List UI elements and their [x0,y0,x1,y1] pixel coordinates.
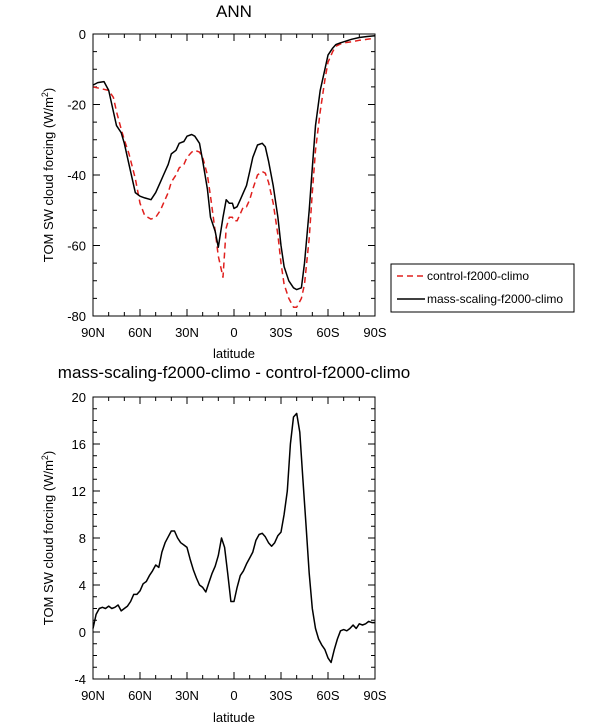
bottom-ytick-label: 12 [72,484,86,499]
bottom-xtick-label: 30S [269,688,292,703]
top-xtick-label: 30S [269,325,292,340]
legend: control-f2000-climo mass-scaling-f2000-c… [390,263,575,313]
top-x-tick-labels: 90N 60N 30N 0 30S 60S 90S [81,325,387,340]
bottom-series-line-difference [92,412,375,664]
bottom-chart-title: mass-scaling-f2000-climo - control-f2000… [58,363,410,382]
top-series-line-mass-scaling-f2000-climo [92,35,376,291]
top-y-tick-labels: 0 -20 -40 -60 -80 [67,27,86,324]
top-series-group [92,35,376,308]
bottom-xtick-label: 60S [316,688,339,703]
top-xtick-label: 60S [316,325,339,340]
top-xtick-label: 90N [81,325,105,340]
top-ytick-label: -20 [67,98,86,113]
top-ytick-label: -40 [67,168,86,183]
bottom-x-axis-label: latitude [213,710,255,725]
bottom-ytick-label: 16 [72,437,86,452]
bottom-axis-ticks [92,396,376,680]
legend-label-mass-scaling: mass-scaling-f2000-climo [427,292,563,306]
top-y-axis-label: TOM SW cloud forcing (W/m2) [40,88,56,263]
top-xtick-label: 30N [175,325,199,340]
bottom-xtick-label: 30N [175,688,199,703]
top-y-axis-label-close: ) [41,88,56,92]
top-xtick-label: 90S [363,325,386,340]
top-y-axis-label-sup: 2 [40,92,50,97]
top-series-line-control-f2000-climo [92,37,376,308]
bottom-y-axis-label-main: TOM SW cloud forcing (W/m [41,460,56,625]
top-ytick-label: -60 [67,239,86,254]
top-axis-ticks [92,33,376,317]
bottom-xtick-label: 90N [81,688,105,703]
top-ytick-label: -80 [67,309,86,324]
bottom-xtick-label: 0 [230,688,237,703]
top-xtick-label: 0 [230,325,237,340]
top-xtick-label: 60N [128,325,152,340]
bottom-y-axis-label: TOM SW cloud forcing (W/m2) [40,451,56,626]
bottom-xtick-label: 60N [128,688,152,703]
panel-bottom: mass-scaling-f2000-climo - control-f2000… [40,363,410,725]
legend-box [390,263,575,313]
panel-top: ANN 0 -20 -40 -60 -80 90N 60N 30N 0 30S 60S 90S la… [40,2,575,361]
top-plot-frame [92,33,376,317]
bottom-ytick-label: 8 [79,531,86,546]
bottom-ytick-label: 4 [79,578,86,593]
bottom-y-axis-label-sup: 2 [40,455,50,460]
bottom-series-group [92,412,375,664]
bottom-plot-frame [92,396,376,680]
bottom-y-tick-labels: 20 16 12 8 4 0 -4 [72,390,86,687]
bottom-ytick-label: -4 [74,672,86,687]
legend-label-control: control-f2000-climo [427,269,529,283]
bottom-x-tick-labels: 90N 60N 30N 0 30S 60S 90S [81,688,387,703]
top-chart-title: ANN [216,2,252,21]
bottom-xtick-label: 90S [363,688,386,703]
bottom-ytick-label: 0 [79,625,86,640]
bottom-y-axis-label-close: ) [41,451,56,455]
bottom-ytick-label: 20 [72,390,86,405]
top-y-axis-label-main: TOM SW cloud forcing (W/m [41,97,56,262]
top-x-axis-label: latitude [213,346,255,361]
top-ytick-label: 0 [79,27,86,42]
